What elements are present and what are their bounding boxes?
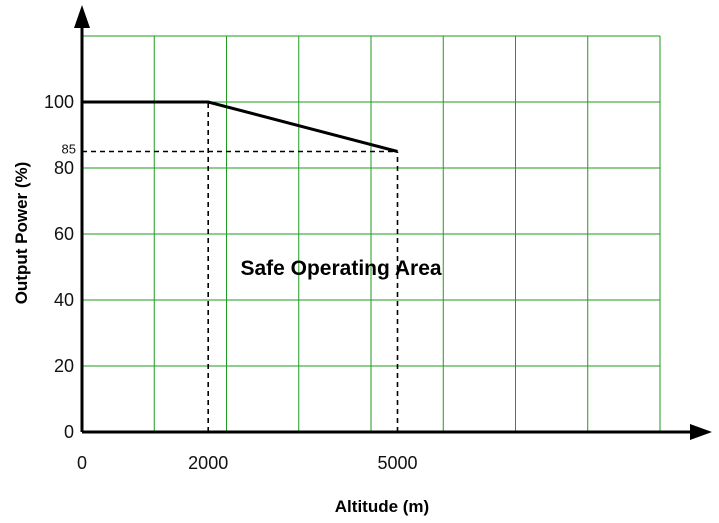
tick-labels: 0 2000 5000 0 20 40 60 80 100 85: [44, 92, 418, 473]
y-axis-arrow-icon: [74, 5, 90, 28]
y-tick-label-85: 85: [62, 142, 76, 157]
x-tick-label: 2000: [188, 453, 228, 473]
y-tick-label: 60: [54, 224, 74, 244]
x-tick-label: 5000: [377, 453, 417, 473]
y-tick-label: 100: [44, 92, 74, 112]
y-tick-label: 20: [54, 356, 74, 376]
x-tick-label: 0: [77, 453, 87, 473]
axes: [74, 5, 712, 440]
y-tick-label: 40: [54, 290, 74, 310]
series: [82, 100, 398, 153]
y-tick-label: 80: [54, 158, 74, 178]
reference-lines: [82, 102, 399, 432]
x-axis-arrow-icon: [690, 424, 712, 440]
x-axis-title: Altitude (m): [335, 497, 429, 516]
grid: [82, 35, 661, 432]
safe-operating-area-label: Safe Operating Area: [240, 257, 441, 280]
derating-curve: [82, 100, 398, 153]
y-tick-label: 0: [64, 422, 74, 442]
y-axis-title: Output Power (%): [12, 162, 31, 305]
